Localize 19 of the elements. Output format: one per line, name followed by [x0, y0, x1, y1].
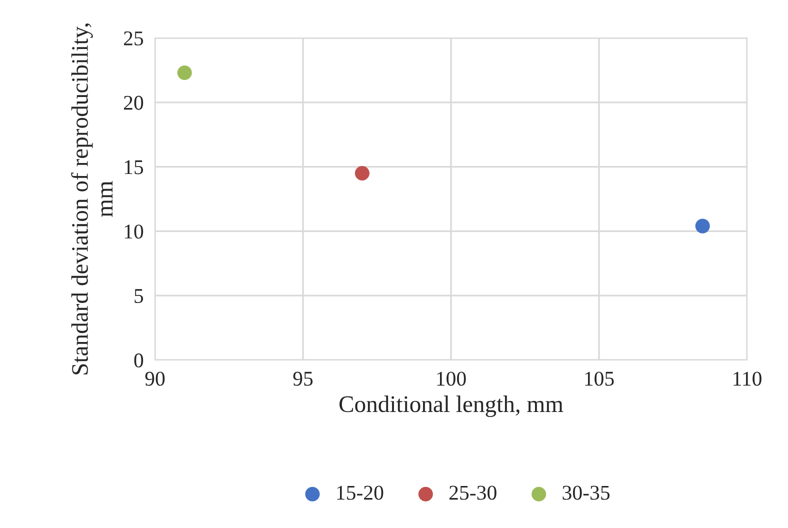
point — [177, 65, 192, 80]
y-tick-label: 20 — [124, 96, 144, 110]
x-tick-label: 100 — [437, 372, 466, 386]
y-tick-label: 5 — [134, 289, 144, 304]
y-tick-label: 10 — [124, 224, 144, 239]
point — [695, 218, 710, 234]
y-axis-title: Standard deviation of reproducibility, mm — [71, 24, 112, 374]
legend-label: 30-35 — [562, 486, 610, 500]
x-tick-label: 110 — [734, 372, 762, 386]
x-axis-title: Conditional length, mm — [339, 396, 564, 418]
legend-label: 15-20 — [337, 486, 384, 500]
y-tick-label: 25 — [124, 31, 144, 46]
point — [354, 166, 370, 181]
y-tick-label: 15 — [124, 160, 144, 174]
y-tick-label: 0 — [134, 353, 144, 368]
x-tick-label: 90 — [145, 372, 165, 386]
legend-label: 25-30 — [449, 486, 496, 500]
x-tick-label: 105 — [585, 372, 614, 386]
x-tick-label: 95 — [293, 372, 313, 386]
